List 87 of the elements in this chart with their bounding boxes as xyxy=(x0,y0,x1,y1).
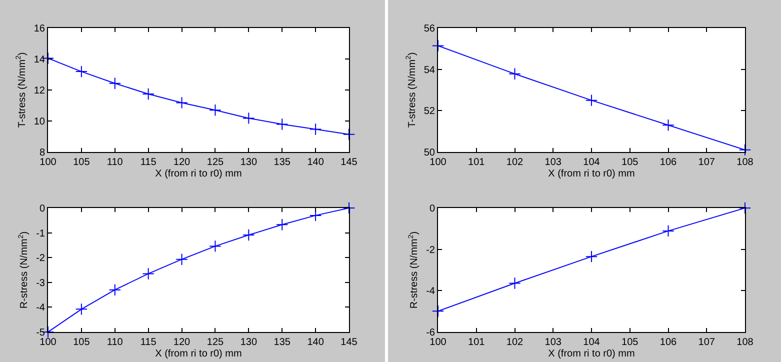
x-tick-label: 110 xyxy=(106,337,124,348)
x-tick-label: 103 xyxy=(544,157,562,168)
point xyxy=(142,88,154,100)
y-tick-label: -4 xyxy=(426,286,436,298)
y-tick-label: -4 xyxy=(36,302,46,314)
x-axis-title: X (from ri to r0) mm xyxy=(155,348,242,360)
y-tick-label: 0 xyxy=(39,204,46,214)
x-tick-label: 135 xyxy=(274,337,291,348)
x-tick-label: 130 xyxy=(240,337,258,348)
y-tick-label: 10 xyxy=(34,116,46,128)
x-tick-label: 140 xyxy=(307,337,324,348)
x-tick-label: 104 xyxy=(583,157,600,168)
x-tick-label: 101 xyxy=(468,337,486,348)
point xyxy=(508,277,521,290)
x-tick-label: 135 xyxy=(274,157,291,168)
x-axis-title: X (from ri to r0) mm xyxy=(548,168,635,180)
point xyxy=(209,104,222,116)
y-tick-label: 54 xyxy=(424,64,436,76)
x-tick-label: 102 xyxy=(506,337,524,348)
x-tick-label: 145 xyxy=(340,337,358,348)
x-tick-label: 100 xyxy=(430,337,447,348)
x-axis-title: X (from ri to r0) mm xyxy=(155,168,242,180)
x-tick-label: 120 xyxy=(173,157,191,168)
y-tick-label: -2 xyxy=(36,253,46,264)
y-tick-label: -2 xyxy=(426,244,436,256)
point xyxy=(209,240,222,252)
x-tick-label: 105 xyxy=(73,157,90,168)
point xyxy=(142,268,154,280)
x-tick-label: 106 xyxy=(660,337,678,348)
point xyxy=(342,128,356,140)
x-tick-label: 108 xyxy=(736,337,754,348)
x-tick-label: 130 xyxy=(240,157,258,168)
y-tick-label: 16 xyxy=(34,24,46,34)
x-tick-label: 106 xyxy=(660,157,678,168)
point xyxy=(108,284,121,296)
x-tick-label: 115 xyxy=(140,337,157,348)
x-axis-title: X (from ri to r0) mm xyxy=(548,348,635,360)
x-tick-label: 104 xyxy=(583,337,600,348)
point xyxy=(309,123,322,136)
point xyxy=(242,228,255,242)
x-tick-label: 140 xyxy=(307,157,324,168)
x-tick-label: 100 xyxy=(40,157,57,168)
y-tick-label: -3 xyxy=(36,278,46,289)
point xyxy=(662,119,674,132)
point xyxy=(108,77,121,90)
y-tick-label: 56 xyxy=(424,24,436,34)
x-tick-label: 103 xyxy=(544,337,562,348)
x-tick-label: 107 xyxy=(698,157,716,168)
x-tick-label: 100 xyxy=(430,157,447,168)
y-tick-label: 52 xyxy=(424,106,436,118)
x-tick-label: 120 xyxy=(173,337,191,348)
point xyxy=(738,144,752,156)
x-tick-label: 108 xyxy=(736,157,754,168)
x-tick-label: 110 xyxy=(106,157,124,168)
y-tick-label: 50 xyxy=(424,148,436,158)
x-tick-label: 115 xyxy=(140,157,157,168)
x-tick-label: 101 xyxy=(468,157,486,168)
x-tick-label: 105 xyxy=(73,337,90,348)
point xyxy=(276,118,288,130)
x-tick-label: 105 xyxy=(622,157,639,168)
point xyxy=(585,250,598,263)
x-tick-label: 102 xyxy=(506,157,524,168)
point xyxy=(432,305,444,318)
point xyxy=(75,65,88,78)
y-tick-label: -1 xyxy=(36,228,46,240)
x-tick-label: 125 xyxy=(206,337,224,348)
y-tick-label: -5 xyxy=(36,328,46,338)
x-tick-label: 107 xyxy=(698,337,716,348)
y-tick-label: 0 xyxy=(429,204,436,214)
y-tick-label: 8 xyxy=(39,148,46,158)
point xyxy=(432,40,444,52)
y-tick-label: 12 xyxy=(34,86,46,96)
point xyxy=(276,218,288,231)
x-tick-label: 125 xyxy=(206,157,224,168)
point xyxy=(242,112,255,124)
y-tick-label: -6 xyxy=(426,328,436,338)
point xyxy=(309,209,322,222)
point xyxy=(75,303,88,316)
point xyxy=(176,96,188,109)
point xyxy=(508,68,521,80)
point xyxy=(662,224,674,238)
point xyxy=(585,94,598,106)
x-tick-label: 145 xyxy=(340,157,358,168)
point xyxy=(176,253,188,266)
y-tick-label: 14 xyxy=(34,54,46,66)
x-tick-label: 100 xyxy=(40,337,57,348)
x-tick-label: 105 xyxy=(622,337,639,348)
